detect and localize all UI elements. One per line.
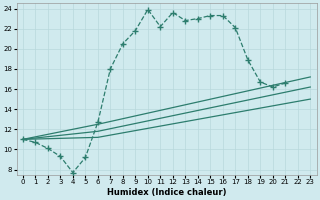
X-axis label: Humidex (Indice chaleur): Humidex (Indice chaleur) — [107, 188, 226, 197]
